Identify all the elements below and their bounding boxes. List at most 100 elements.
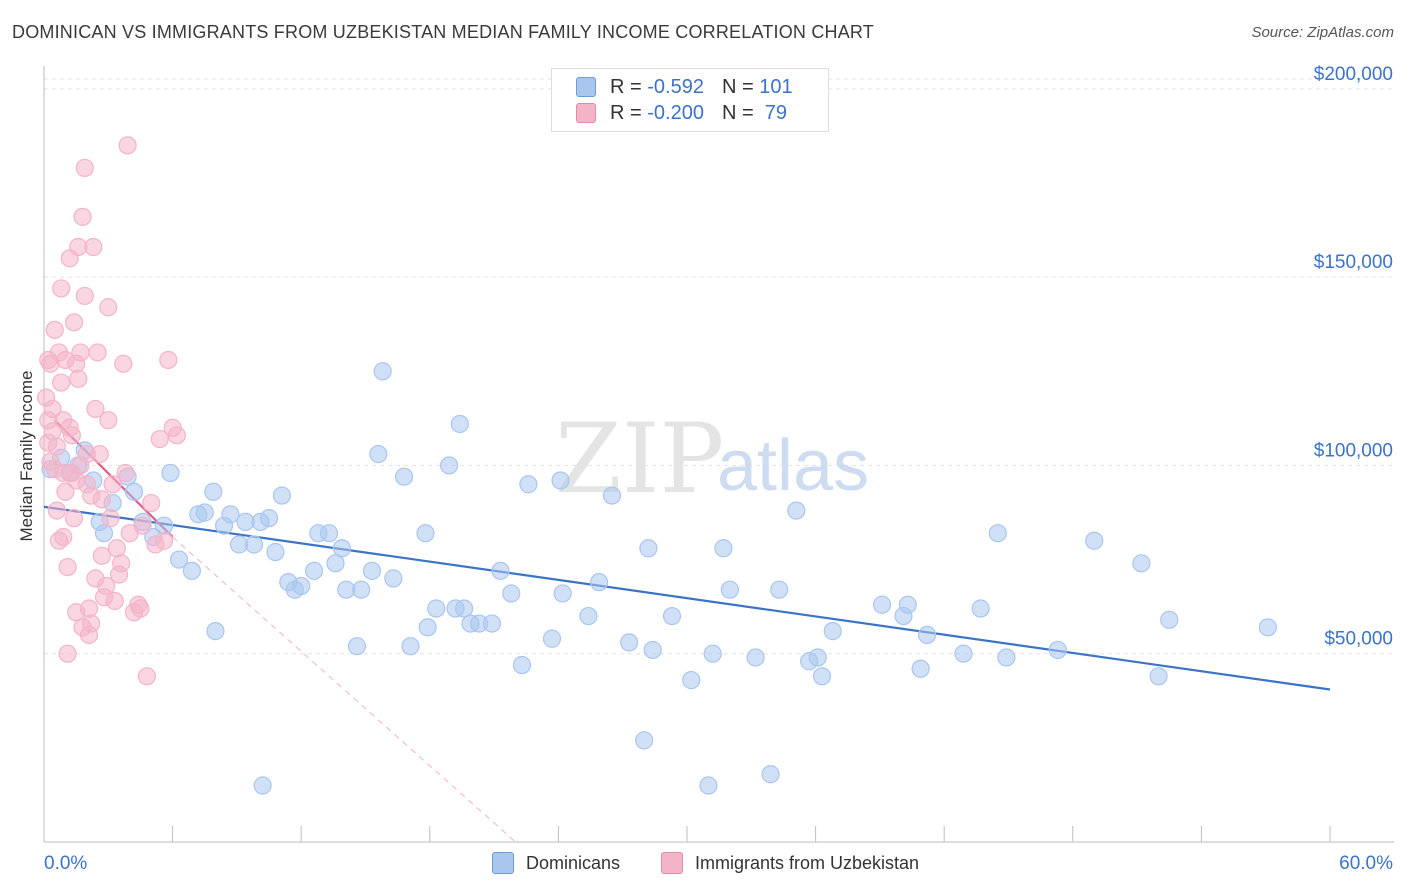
bottom-legend-swatch-dominicans xyxy=(492,852,514,874)
data-point xyxy=(154,516,174,535)
data-point xyxy=(131,599,150,618)
data-point xyxy=(369,445,388,464)
data-point xyxy=(553,584,572,603)
data-point xyxy=(56,482,75,501)
data-point xyxy=(195,503,214,522)
data-point xyxy=(502,584,521,603)
y-tick-label: $50,000 xyxy=(1324,629,1393,650)
legend-row-uzbekistan: R = -0.200 N = 79 xyxy=(576,100,787,126)
watermark-atlas: atlas xyxy=(717,426,869,506)
data-point xyxy=(84,237,103,257)
legend-n-value: 79 xyxy=(759,101,788,124)
data-point xyxy=(872,595,892,614)
data-point xyxy=(643,640,662,660)
y-tick-label: $150,000 xyxy=(1314,252,1393,273)
data-point xyxy=(418,618,437,637)
data-point xyxy=(71,343,90,362)
data-point xyxy=(124,482,144,501)
data-point xyxy=(292,576,311,596)
data-point xyxy=(602,486,622,505)
data-point xyxy=(482,614,502,633)
data-point xyxy=(221,505,240,524)
y-axis-title: Median Family Income xyxy=(17,370,36,541)
data-point xyxy=(64,313,84,332)
data-point xyxy=(416,524,435,543)
series-uzbekistan xyxy=(37,136,186,686)
data-point xyxy=(971,599,990,618)
data-point xyxy=(746,648,765,667)
legend-n-label: N = xyxy=(721,75,760,98)
watermark: ZIP atlas xyxy=(555,403,869,515)
data-point xyxy=(52,279,71,298)
data-point xyxy=(699,776,718,795)
legend-r-value: -0.200 xyxy=(647,101,704,124)
data-point xyxy=(58,644,77,663)
data-point xyxy=(635,731,654,750)
data-point xyxy=(590,573,609,592)
data-point xyxy=(94,524,114,543)
data-point xyxy=(787,501,806,520)
data-point xyxy=(997,648,1016,667)
y-tick-label: $200,000 xyxy=(1314,64,1393,85)
data-point xyxy=(639,539,658,558)
data-point xyxy=(720,580,739,599)
data-point xyxy=(101,509,120,528)
data-point xyxy=(682,670,701,690)
data-point xyxy=(808,648,827,667)
data-point xyxy=(75,286,94,306)
legend-row-dominicans: R = -0.592 N = 101 xyxy=(576,74,793,100)
data-point xyxy=(64,509,84,528)
data-point xyxy=(427,599,446,618)
legend-r-label: R = xyxy=(610,75,648,98)
data-point xyxy=(770,580,789,599)
data-point xyxy=(41,354,60,373)
data-point xyxy=(898,595,917,614)
data-point xyxy=(92,490,111,509)
gridlines xyxy=(44,78,1394,655)
data-point xyxy=(75,158,94,178)
data-point xyxy=(954,644,973,663)
data-point xyxy=(266,542,285,562)
series-dominicans xyxy=(41,362,1277,795)
bottom-legend-uzbekistan: Immigrants from Uzbekistan xyxy=(661,852,919,874)
source-label: Source: ZipAtlas.com xyxy=(1251,24,1394,41)
data-point xyxy=(384,569,403,588)
data-point xyxy=(182,561,201,580)
data-point xyxy=(90,445,109,464)
data-point xyxy=(169,550,189,569)
data-points xyxy=(37,136,1277,795)
data-point xyxy=(45,320,64,339)
data-point xyxy=(99,298,118,317)
data-point xyxy=(52,373,71,392)
data-point xyxy=(352,580,371,599)
data-point xyxy=(103,475,122,494)
data-point xyxy=(1258,618,1277,637)
data-point xyxy=(133,516,152,535)
data-point xyxy=(116,463,135,483)
data-point xyxy=(988,524,1007,543)
data-point xyxy=(761,765,780,784)
data-point xyxy=(62,426,81,445)
data-point xyxy=(105,591,124,611)
data-point xyxy=(99,411,118,430)
data-point xyxy=(150,429,169,449)
data-point xyxy=(823,622,842,641)
y-tick-label: $100,000 xyxy=(1314,440,1393,461)
data-point xyxy=(450,414,469,434)
data-point xyxy=(114,354,133,373)
data-point xyxy=(54,463,73,483)
data-point xyxy=(79,625,99,644)
data-point xyxy=(54,527,73,547)
data-point xyxy=(92,546,111,565)
data-point xyxy=(519,475,538,494)
data-point xyxy=(88,343,107,362)
legend-r-value: -0.592 xyxy=(647,75,704,98)
data-point xyxy=(1085,531,1104,550)
legend-r-label: R = xyxy=(610,101,648,124)
data-point xyxy=(142,493,161,513)
data-point xyxy=(332,539,352,558)
bottom-legend-dominicans: Dominicans xyxy=(492,852,620,874)
data-point xyxy=(394,467,414,486)
correlation-legend: R = -0.592 N = 101 R = -0.200 N = 79 xyxy=(551,68,829,132)
